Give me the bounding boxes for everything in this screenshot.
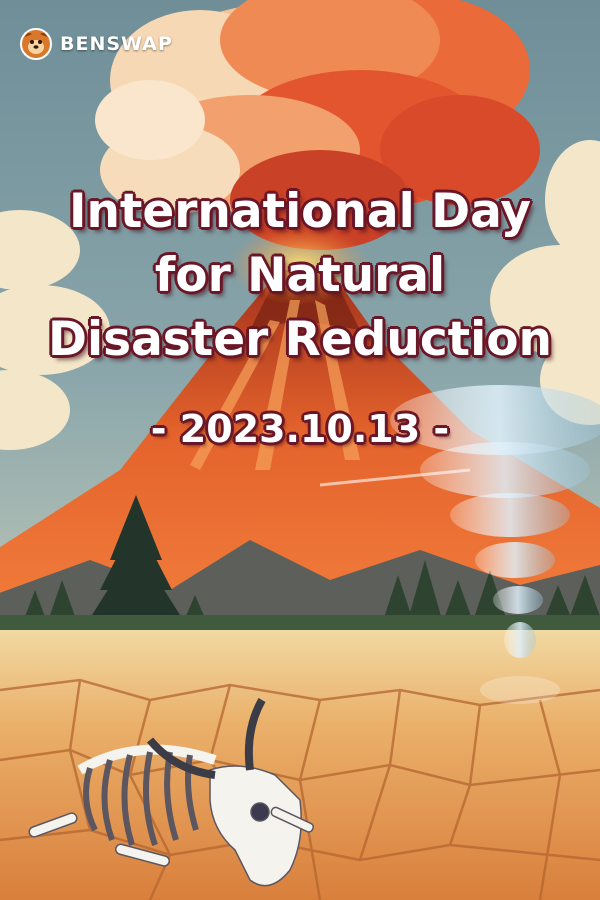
animal-skeleton — [28, 698, 314, 887]
dog-face-logo-icon — [20, 28, 52, 60]
volcano — [0, 270, 600, 600]
tornado — [319, 385, 600, 704]
brand-name: BENSWAP — [60, 33, 173, 55]
ash-cloud — [95, 0, 540, 250]
crater-glow — [230, 225, 370, 305]
event-date: - 2023.10.13 - — [150, 407, 450, 451]
title-line-2: for Natural — [154, 248, 446, 303]
lava-streaks — [190, 300, 360, 470]
brand: BENSWAP — [20, 26, 173, 62]
title-line-1: International Day — [68, 184, 532, 239]
pine-tree — [92, 495, 180, 620]
poster-title: International Day for Natural Disaster R… — [0, 180, 600, 372]
title-line-3: Disaster Reduction — [47, 312, 553, 367]
